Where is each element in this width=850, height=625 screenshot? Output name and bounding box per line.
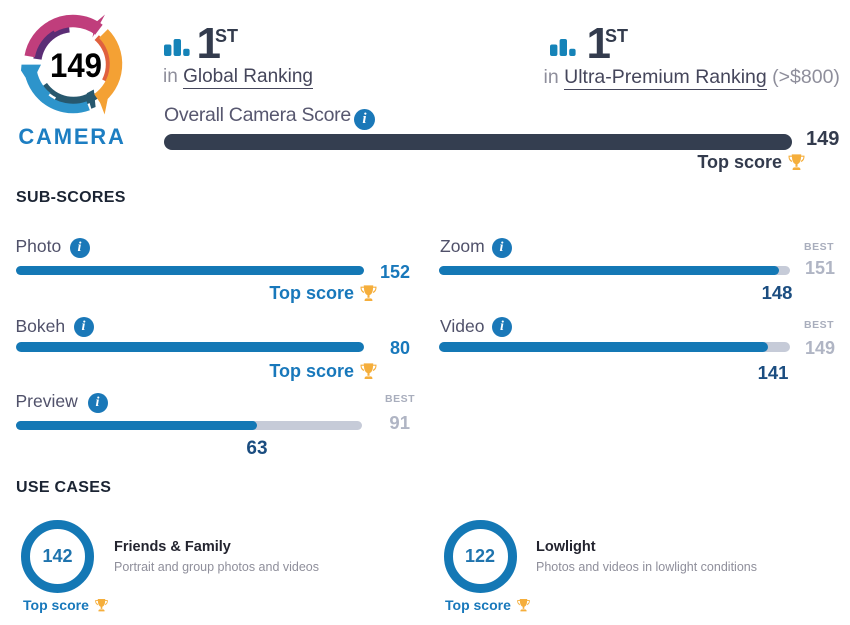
svg-text:149: 149 (50, 47, 102, 85)
